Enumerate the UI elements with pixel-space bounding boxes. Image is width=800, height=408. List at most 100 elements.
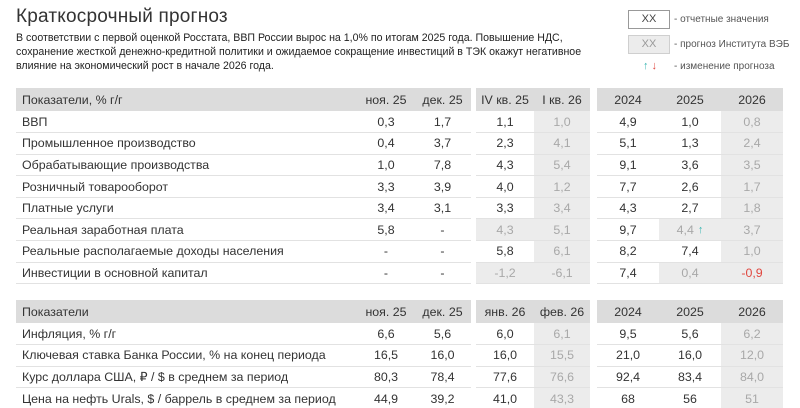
table-cell: 0,4 — [659, 262, 721, 285]
header-cell: Показатели, % г/г — [16, 88, 358, 111]
arrow-down-icon: ↓ — [651, 60, 658, 72]
table-cell: 3,5 — [721, 154, 783, 177]
table-cell: 3,7 — [414, 132, 471, 155]
table-cell: 0,8 — [721, 111, 783, 134]
table-cell: 15,5 — [534, 344, 590, 367]
legend-reported-box: XX — [628, 9, 670, 29]
table-cell: 9,5 — [597, 323, 659, 346]
table-cell: 3,4 — [358, 197, 414, 220]
table-row: Реальные располагаемые доходы населения … — [16, 240, 783, 263]
table-cell: 2,3 — [476, 132, 534, 155]
table-cell: 3,7 — [721, 218, 783, 242]
header-cell: ноя. 25 — [358, 300, 414, 323]
table-cell: 41,0 — [476, 387, 534, 408]
table-cell: 1,8 — [721, 197, 783, 220]
table-cell: 2,4 — [721, 132, 783, 155]
header-cell: 2024 — [597, 88, 659, 111]
row-label: Курс доллара США, ₽ / $ в среднем за пер… — [16, 366, 358, 389]
table-cell: -6,1 — [534, 262, 590, 285]
legend-change: ↑ ↓ - изменение прогноза — [628, 56, 775, 76]
table-cell: 1,0 — [721, 240, 783, 263]
table-cell: 5,6 — [414, 323, 471, 346]
table-cell: 56 — [659, 387, 721, 408]
table-cell: 5,8 — [476, 240, 534, 263]
table-cell: 1,0 — [358, 154, 414, 177]
table-cell: - — [414, 262, 471, 285]
table-cell: 0,3 — [358, 111, 414, 134]
header-cell: I кв. 26 — [534, 88, 590, 111]
header-cell: 2026 — [721, 88, 783, 111]
header-cell: дек. 25 — [414, 88, 471, 111]
table-cell: 4,3 — [476, 154, 534, 177]
row-label: Розничный товарооборот — [16, 175, 358, 198]
intro-paragraph: В соответствии с первой оценкой Росстата… — [16, 32, 582, 72]
table-cell: 3,4 — [534, 197, 590, 220]
table-cell: 5,1 — [597, 132, 659, 155]
table-cell: 6,1 — [534, 240, 590, 263]
table-cell: 76,6 — [534, 366, 590, 389]
table-cell: 80,3 — [358, 366, 414, 389]
table-row: Инфляция, % г/г 6,6 5,6 6,0 6,1 9,5 5,6 … — [16, 323, 783, 346]
table-cell: 16,0 — [476, 344, 534, 367]
header-cell: янв. 26 — [476, 300, 534, 323]
table-cell: 3,3 — [358, 175, 414, 198]
legend-forecast-label: - прогноз Института ВЭБ — [674, 38, 790, 50]
table-cell: 7,8 — [414, 154, 471, 177]
table-cell: 7,7 — [597, 175, 659, 198]
header-cell: ноя. 25 — [358, 88, 414, 111]
table-cell: 1,3 — [659, 132, 721, 155]
table-row: Розничный товарооборот 3,3 3,9 4,0 1,2 7… — [16, 175, 783, 198]
row-label: Обрабатывающие производства — [16, 154, 358, 177]
table-cell: 0,4 — [358, 132, 414, 155]
table-cell: 3,9 — [414, 175, 471, 198]
table-row: Цена на нефть Urals, $ / баррель в средн… — [16, 387, 783, 408]
table-cell: 5,8 — [358, 218, 414, 242]
header-cell: 2025 — [659, 300, 721, 323]
table-cell: 12,0 — [721, 344, 783, 367]
table-cell: 4,1 — [534, 132, 590, 155]
table-cell: 1,7 — [414, 111, 471, 134]
table-cell: 2,7 — [659, 197, 721, 220]
table-cell: 44,9 — [358, 387, 414, 408]
table-cell: 6,2 — [721, 323, 783, 346]
table-cell: 77,6 — [476, 366, 534, 389]
table-cell: 6,6 — [358, 323, 414, 346]
table-cell: 5,6 — [659, 323, 721, 346]
table-cell: 78,4 — [414, 366, 471, 389]
table-cell: 16,0 — [659, 344, 721, 367]
table-cell: 8,2 — [597, 240, 659, 263]
table-cell: 6,0 — [476, 323, 534, 346]
table-header: Показатели, % г/г ноя. 25 дек. 25 IV кв.… — [16, 88, 783, 111]
row-label: ВВП — [16, 111, 358, 134]
table-cell: 16,5 — [358, 344, 414, 367]
header-cell: Показатели — [16, 300, 358, 323]
table-cell: 43,3 — [534, 387, 590, 408]
table-cell: 6,1 — [534, 323, 590, 346]
table-row: Инвестиции в основной капитал - - -1,2 -… — [16, 262, 783, 285]
legend-forecast: XX - прогноз Института ВЭБ — [628, 34, 789, 54]
row-label: Реальные располагаемые доходы населения — [16, 240, 358, 263]
row-label: Цена на нефть Urals, $ / баррель в средн… — [16, 387, 358, 408]
table-cell: 21,0 — [597, 344, 659, 367]
table-cell: 1,2 — [534, 175, 590, 198]
table-cell: 9,1 — [597, 154, 659, 177]
table-cell: 16,0 — [414, 344, 471, 367]
legend-forecast-box: XX — [628, 34, 670, 54]
table-cell: 4,9 — [597, 111, 659, 134]
table-cell: 4,4 ↑ — [659, 218, 721, 242]
table-cell: 83,4 — [659, 366, 721, 389]
indicators-table: Показатели, % г/г ноя. 25 дек. 25 IV кв.… — [16, 88, 783, 285]
table-cell: 68 — [597, 387, 659, 408]
table-cell: 92,4 — [597, 366, 659, 389]
table-cell: 1,1 — [476, 111, 534, 134]
table-cell: -1,2 — [476, 262, 534, 285]
table-row: Промышленное производство 0,4 3,7 2,3 4,… — [16, 132, 783, 155]
table-cell: 84,0 — [721, 366, 783, 389]
arrow-up-icon: ↑ — [697, 223, 704, 236]
row-label: Промышленное производство — [16, 132, 358, 155]
legend-arrows: ↑ ↓ — [628, 57, 670, 76]
table-cell: 1,0 — [534, 111, 590, 134]
row-label: Платные услуги — [16, 197, 358, 220]
table-row: Ключевая ставка Банка России, % на конец… — [16, 344, 783, 367]
table-cell: 4,3 — [476, 218, 534, 242]
